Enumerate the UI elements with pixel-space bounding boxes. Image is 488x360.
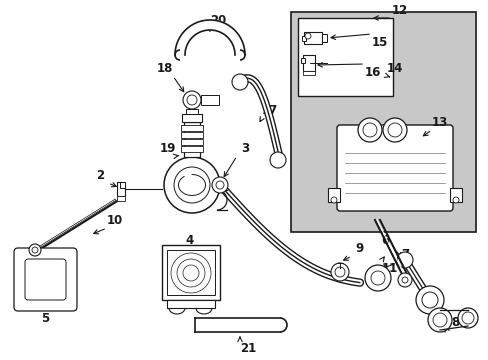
Text: 12: 12 <box>391 4 407 17</box>
Text: 4: 4 <box>185 234 194 247</box>
Bar <box>117 196 125 201</box>
Circle shape <box>216 181 224 189</box>
Bar <box>303 71 314 75</box>
Bar <box>304 32 321 44</box>
Circle shape <box>330 197 336 203</box>
Circle shape <box>452 197 458 203</box>
Circle shape <box>387 123 401 137</box>
Circle shape <box>330 263 348 281</box>
Text: 5: 5 <box>41 311 49 324</box>
Bar <box>302 36 305 41</box>
Circle shape <box>334 267 345 277</box>
Circle shape <box>186 95 197 105</box>
Bar <box>181 146 203 152</box>
Circle shape <box>457 308 477 328</box>
Text: 10: 10 <box>107 213 123 226</box>
Circle shape <box>427 308 451 332</box>
Bar <box>321 34 326 42</box>
Bar <box>301 58 305 63</box>
Bar <box>303 55 314 71</box>
Circle shape <box>397 273 411 287</box>
Bar <box>120 182 125 188</box>
FancyBboxPatch shape <box>25 259 66 300</box>
Circle shape <box>212 177 227 193</box>
Circle shape <box>231 74 247 90</box>
Text: 2: 2 <box>96 168 104 181</box>
Circle shape <box>370 271 384 285</box>
Bar <box>290 12 475 232</box>
Text: 9: 9 <box>355 242 364 255</box>
Circle shape <box>382 118 406 142</box>
Text: 7: 7 <box>400 248 408 261</box>
Circle shape <box>396 252 412 268</box>
Circle shape <box>421 292 437 308</box>
Bar <box>183 122 200 157</box>
Circle shape <box>401 277 407 283</box>
Bar <box>449 188 461 202</box>
Circle shape <box>432 313 446 327</box>
Circle shape <box>32 247 38 253</box>
Text: 17: 17 <box>262 104 278 117</box>
FancyBboxPatch shape <box>336 125 452 211</box>
Circle shape <box>357 118 381 142</box>
Text: 18: 18 <box>157 62 173 75</box>
FancyBboxPatch shape <box>14 248 77 311</box>
Circle shape <box>364 265 390 291</box>
Bar <box>185 109 198 114</box>
Bar <box>181 132 203 138</box>
Text: 21: 21 <box>240 342 256 355</box>
Bar <box>181 139 203 145</box>
Text: 15: 15 <box>371 36 387 49</box>
Text: 13: 13 <box>431 116 447 129</box>
Text: 11: 11 <box>381 261 397 274</box>
Circle shape <box>183 91 201 109</box>
Circle shape <box>461 312 473 324</box>
Bar <box>201 95 219 105</box>
Bar <box>297 18 392 96</box>
Circle shape <box>362 123 376 137</box>
Circle shape <box>29 244 41 256</box>
Circle shape <box>163 157 220 213</box>
Circle shape <box>269 152 285 168</box>
Text: 14: 14 <box>386 62 403 75</box>
Text: 3: 3 <box>241 141 248 154</box>
Polygon shape <box>175 20 244 55</box>
Circle shape <box>305 33 310 39</box>
Text: 8: 8 <box>450 316 458 329</box>
Bar <box>162 245 220 300</box>
Text: 19: 19 <box>160 141 176 154</box>
Text: 20: 20 <box>209 14 225 27</box>
Bar <box>167 300 215 308</box>
Bar <box>117 182 125 196</box>
Circle shape <box>415 286 443 314</box>
Bar <box>182 114 202 122</box>
Bar <box>181 125 203 131</box>
Text: 6: 6 <box>380 234 388 247</box>
Text: 1: 1 <box>190 141 199 154</box>
Circle shape <box>174 167 209 203</box>
Bar <box>167 250 215 295</box>
Text: 16: 16 <box>364 66 381 78</box>
Bar <box>327 188 339 202</box>
